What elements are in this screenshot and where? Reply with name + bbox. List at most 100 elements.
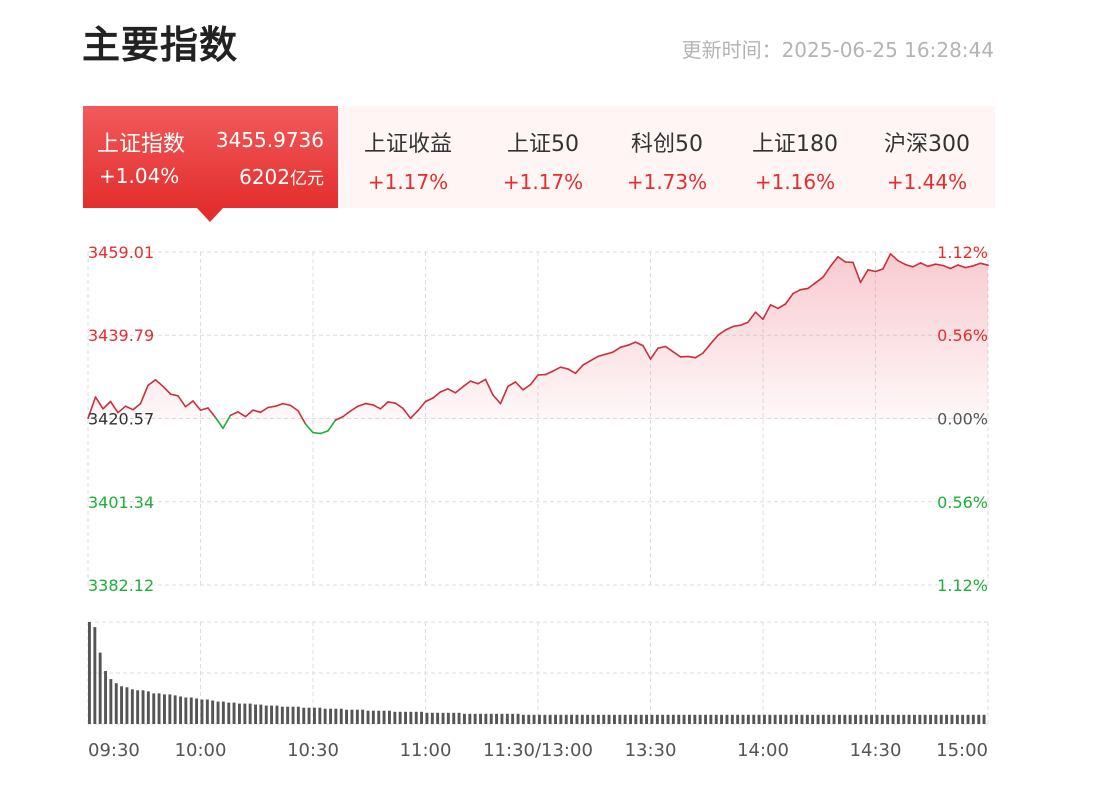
volume-bars-layer — [88, 622, 986, 724]
x-tick-label: 15:00 — [936, 740, 988, 761]
volume-bar — [109, 679, 113, 724]
volume-bar — [939, 714, 943, 724]
price-line-segment — [747, 311, 757, 324]
price-line-segment — [364, 402, 374, 406]
x-tick-label: 09:30 — [88, 740, 140, 761]
volume-bar — [468, 713, 472, 724]
price-line-segment — [859, 268, 869, 284]
volume-bar — [966, 714, 970, 724]
volume-bar — [650, 714, 654, 724]
volume-bar — [538, 714, 541, 724]
volume-bar — [441, 712, 445, 724]
price-line-segment — [604, 351, 614, 356]
volume-bar — [114, 683, 118, 724]
price-line-segment — [154, 378, 164, 388]
volume-bar — [763, 714, 766, 724]
volume-bar — [746, 714, 750, 724]
price-line-segment — [267, 405, 277, 409]
price-line-segment — [762, 304, 772, 321]
volume-bar — [130, 689, 134, 724]
price-line-segment — [289, 404, 299, 412]
volume-bar — [655, 714, 659, 724]
volume-bar — [859, 714, 863, 724]
tab-change: +1.17% — [502, 170, 584, 194]
volume-bar — [189, 697, 193, 724]
price-line-segment — [702, 343, 712, 354]
volume-bar — [141, 690, 145, 724]
price-line-segment — [694, 352, 704, 359]
volume-bar — [195, 698, 198, 724]
volume-bar — [725, 714, 729, 724]
volume-bar — [623, 714, 627, 724]
price-area — [88, 253, 988, 434]
price-line-segment — [672, 350, 682, 358]
volume-bar — [179, 696, 182, 724]
tab-label: 上证50 — [507, 132, 579, 157]
price-line-segment — [732, 324, 742, 328]
volume-bar — [773, 714, 777, 724]
volume-bar — [420, 711, 423, 724]
volume-bar — [955, 714, 959, 724]
volume-bar — [248, 703, 252, 724]
volume-bar — [388, 710, 391, 724]
y-tick-label: 3382.12 — [88, 576, 154, 595]
price-line-segment — [124, 405, 134, 411]
volume-bar — [479, 713, 482, 724]
volume-bar — [163, 694, 166, 724]
active-index-change: +1.04% — [99, 164, 180, 188]
price-line-segment — [972, 262, 982, 267]
tab-change: +1.73% — [626, 170, 708, 194]
tab-hushen-300[interactable]: 沪深300 +1.44% — [867, 106, 987, 208]
price-line-segment — [417, 400, 427, 412]
volume-bar — [741, 714, 745, 724]
volume-bar — [275, 705, 279, 724]
price-line-segment — [612, 346, 622, 353]
volume-bar — [521, 714, 525, 724]
price-line-segment — [132, 402, 142, 411]
volume-bar — [768, 714, 772, 724]
x-tick-label: 11:00 — [400, 740, 452, 761]
volume-bar — [714, 714, 718, 724]
x-tick-label: 14:30 — [850, 740, 902, 761]
volume-bar — [264, 705, 268, 724]
price-line-segment — [207, 407, 217, 419]
price-line-segment — [559, 366, 569, 370]
price-line-segment — [372, 404, 382, 410]
price-line-segment — [222, 414, 232, 430]
x-tick-label: 10:00 — [175, 740, 227, 761]
volume-bar — [811, 714, 815, 724]
price-line-segment — [574, 364, 584, 375]
tab-shangzheng-shouyi[interactable]: 上证收益 +1.17% — [348, 106, 468, 208]
volume-bar — [875, 714, 879, 724]
volume-bar — [891, 714, 895, 724]
volume-bar — [120, 686, 123, 724]
tab-change: +1.16% — [754, 170, 836, 194]
pct-tick-label: 0.56% — [937, 326, 988, 345]
price-line-segment — [229, 411, 239, 417]
volume-bar — [329, 708, 332, 724]
tab-shangzheng-180[interactable]: 上证180 +1.16% — [735, 106, 855, 208]
volume-bar — [125, 687, 129, 724]
price-line-segment — [94, 396, 104, 410]
volume-bar — [736, 714, 740, 724]
volume-bar — [104, 671, 107, 724]
x-tick-label: 14:00 — [737, 740, 789, 761]
volume-bar — [586, 714, 590, 724]
tab-kechuang-50[interactable]: 科创50 +1.73% — [607, 106, 727, 208]
volume-bar — [377, 710, 381, 724]
price-line-segment — [177, 394, 187, 408]
volume-bar — [393, 711, 397, 724]
volume-bar — [816, 714, 820, 724]
price-line-layer — [87, 253, 989, 435]
tab-shangzheng-50[interactable]: 上证50 +1.17% — [483, 106, 603, 208]
tab-active-index[interactable]: 上证指数 3455.9736 +1.04% 6202亿元 — [83, 106, 338, 208]
price-line-segment — [822, 265, 832, 279]
volume-bar — [318, 707, 322, 724]
volume-bar — [945, 714, 948, 724]
volume-bar — [720, 714, 723, 724]
volume-bar — [270, 705, 273, 724]
price-line-segment — [507, 381, 517, 388]
active-index-amount: 6202亿元 — [239, 165, 324, 189]
volume-bar — [848, 714, 852, 724]
volume-bar — [184, 697, 188, 724]
